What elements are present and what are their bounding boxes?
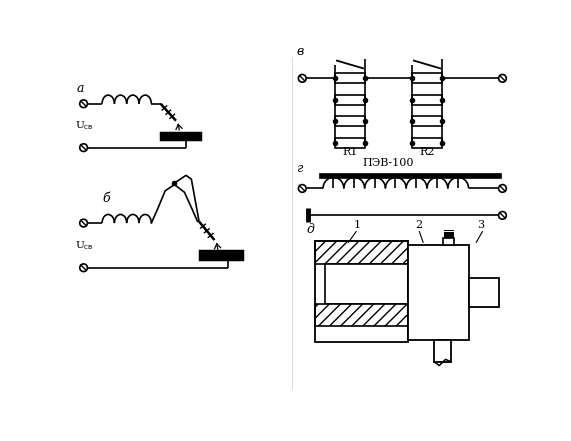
Text: д: д [306, 223, 314, 236]
Bar [319, 173, 501, 179]
Text: R2: R2 [419, 147, 435, 157]
Bar [412, 116, 441, 127]
Text: R1: R1 [343, 147, 357, 157]
Bar [315, 304, 408, 325]
Bar [200, 251, 242, 258]
Bar [412, 73, 441, 83]
Text: ПЭВ-100: ПЭВ-100 [363, 158, 414, 168]
Text: U$_{\rm св}$: U$_{\rm св}$ [75, 119, 94, 132]
Bar [412, 138, 441, 148]
Bar [324, 264, 408, 304]
Text: 2: 2 [416, 220, 423, 231]
Text: 1: 1 [354, 220, 361, 231]
Bar [412, 95, 441, 105]
Bar [408, 245, 469, 340]
Text: 3: 3 [477, 220, 484, 231]
Text: а: а [77, 82, 84, 95]
Bar [315, 241, 408, 343]
Text: U$_{\rm св}$: U$_{\rm св}$ [75, 239, 94, 252]
Bar [315, 241, 408, 264]
Bar [335, 138, 365, 148]
Bar [434, 340, 451, 362]
Text: в: в [296, 45, 303, 58]
Bar [335, 95, 365, 105]
Text: г: г [296, 161, 303, 175]
Text: б: б [102, 191, 110, 205]
Bar [443, 238, 454, 245]
Bar [162, 133, 200, 139]
Bar [335, 116, 365, 127]
Bar [335, 73, 365, 83]
Bar [469, 278, 498, 307]
